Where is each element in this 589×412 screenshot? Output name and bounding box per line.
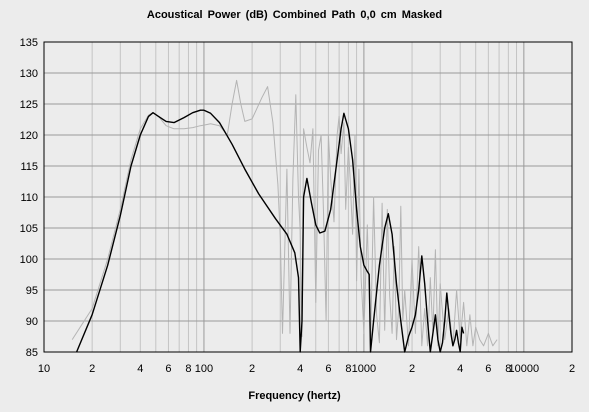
x-tick-label: 4 [137, 363, 143, 375]
y-tick-label: 125 [20, 99, 38, 111]
y-tick-label: 115 [20, 161, 38, 173]
plot-frame [43, 41, 573, 353]
x-axis-label: Frequency (hertz) [248, 390, 341, 402]
y-tick-label: 135 [20, 37, 38, 49]
y-tick-labels: 85 90 95 100 105 110 115 120 125 130 135 [20, 37, 38, 359]
y-tick-label: 100 [20, 254, 38, 266]
y-tick-label: 105 [20, 223, 38, 235]
x-tick-label: 1000 [352, 363, 376, 375]
series-lines [71, 79, 498, 353]
x-tick-label: 6 [165, 363, 171, 375]
x-tick-label: 6 [325, 363, 331, 375]
x-tick-label: 8 [505, 363, 511, 375]
y-tick-label: 90 [26, 316, 38, 328]
x-tick-label: 10000 [509, 363, 540, 375]
x-tick-label: 100 [195, 363, 213, 375]
x-tick-label: 8 [185, 363, 191, 375]
x-tick-label: 4 [457, 363, 463, 375]
x-tick-label: 6 [485, 363, 491, 375]
series-line-1 [75, 109, 465, 353]
chart-title: Acoustical Power (dB) Combined Path 0,0 … [146, 9, 443, 21]
y-tick-label: 130 [20, 68, 38, 80]
y-tick-label: 120 [20, 130, 38, 142]
x-tick-label: 2 [409, 363, 415, 375]
y-tick-label: 110 [20, 192, 38, 204]
y-tick-label: 95 [26, 285, 38, 297]
x-tick-label: 4 [297, 363, 303, 375]
x-tick-label: 2 [569, 363, 575, 375]
x-tick-label: 8 [345, 363, 351, 375]
x-tick-label: 2 [249, 363, 255, 375]
x-tick-label: 2 [89, 363, 95, 375]
y-tick-label: 85 [26, 347, 38, 359]
series-line-2 [71, 79, 498, 347]
x-tick-label: 10 [38, 363, 50, 375]
